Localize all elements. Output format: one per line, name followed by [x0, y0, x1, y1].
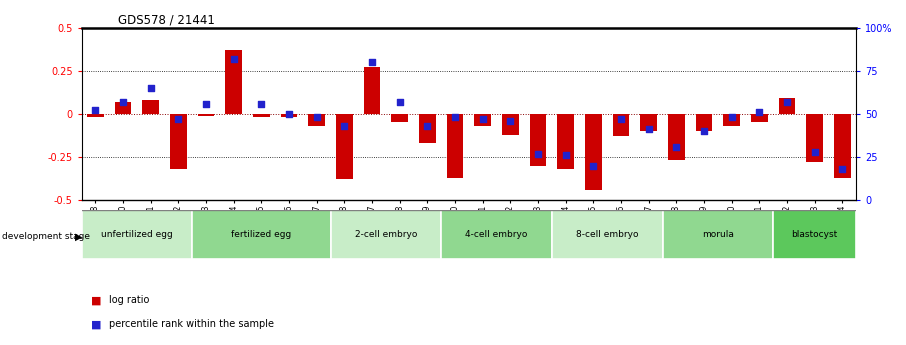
Text: 2-cell embryo: 2-cell embryo [354, 230, 417, 239]
Point [476, 116, 490, 122]
Point [310, 115, 324, 120]
Point [641, 127, 656, 132]
Point [448, 115, 462, 120]
Point [697, 128, 711, 134]
Text: development stage: development stage [2, 232, 90, 241]
Point [835, 166, 850, 172]
Bar [142, 100, 159, 114]
Bar [419, 114, 436, 143]
Point [531, 151, 545, 156]
Bar [226, 50, 242, 114]
Text: ■: ■ [91, 319, 101, 329]
Bar [253, 114, 270, 117]
Point [171, 116, 186, 122]
Point [392, 99, 407, 105]
Point [670, 144, 684, 149]
Point [613, 116, 628, 122]
Point [226, 56, 241, 61]
Bar [557, 114, 574, 169]
Bar [552, 210, 662, 259]
Point [725, 115, 739, 120]
Text: log ratio: log ratio [109, 295, 149, 305]
Bar [834, 114, 851, 178]
Point [780, 99, 795, 105]
Bar [391, 114, 408, 122]
Text: ▶: ▶ [75, 231, 82, 241]
Bar [308, 114, 325, 126]
Point [282, 111, 296, 117]
Point [752, 109, 766, 115]
Bar [87, 114, 103, 117]
Text: ■: ■ [91, 295, 101, 305]
Bar [641, 114, 657, 131]
Point [420, 123, 435, 129]
Point [586, 163, 601, 168]
Bar [198, 114, 215, 116]
Point [337, 123, 352, 129]
Text: 4-cell embryo: 4-cell embryo [466, 230, 527, 239]
Bar [612, 114, 630, 136]
Bar [723, 114, 740, 126]
Bar [363, 67, 381, 114]
Point [116, 99, 130, 105]
Bar [336, 114, 352, 179]
Bar [696, 114, 712, 131]
Text: GDS578 / 21441: GDS578 / 21441 [118, 14, 215, 27]
Bar [475, 114, 491, 126]
Bar [441, 210, 552, 259]
Point [558, 152, 573, 158]
Bar [530, 114, 546, 166]
Bar [751, 114, 767, 122]
Bar [585, 114, 602, 190]
Text: 8-cell embryo: 8-cell embryo [576, 230, 639, 239]
Point [807, 149, 822, 155]
Bar [502, 114, 518, 135]
Text: percentile rank within the sample: percentile rank within the sample [109, 319, 274, 329]
Point [365, 59, 380, 65]
Point [254, 101, 268, 106]
Point [503, 118, 517, 124]
Bar [668, 114, 685, 160]
Text: blastocyst: blastocyst [792, 230, 838, 239]
Bar [170, 114, 187, 169]
Bar [778, 98, 795, 114]
Bar [115, 102, 131, 114]
Point [88, 108, 102, 113]
Bar [662, 210, 773, 259]
Bar [447, 114, 463, 178]
Bar [331, 210, 441, 259]
Point [143, 85, 158, 91]
Bar [806, 114, 823, 162]
Text: fertilized egg: fertilized egg [231, 230, 292, 239]
Bar [773, 210, 856, 259]
Text: morula: morula [702, 230, 734, 239]
Bar [82, 210, 192, 259]
Point [198, 101, 213, 106]
Bar [281, 114, 297, 117]
Text: unfertilized egg: unfertilized egg [101, 230, 173, 239]
Bar [192, 210, 331, 259]
